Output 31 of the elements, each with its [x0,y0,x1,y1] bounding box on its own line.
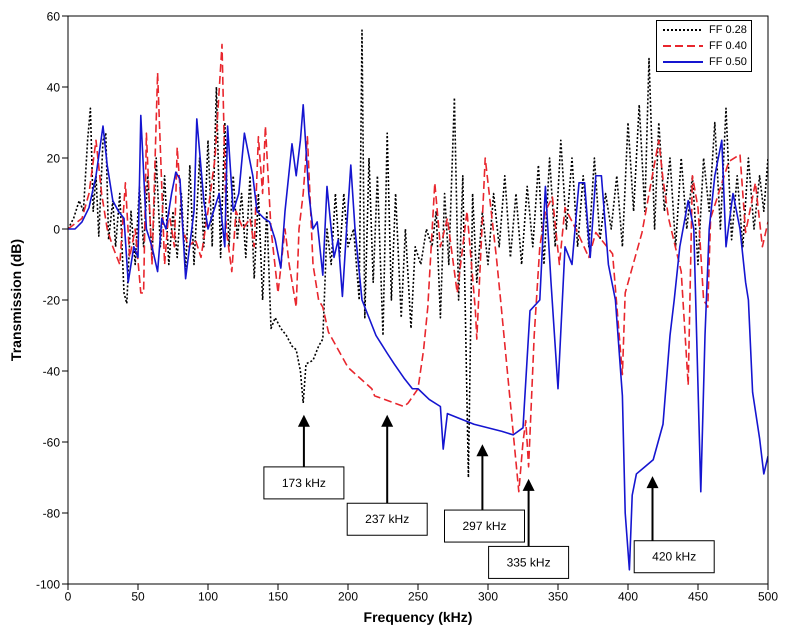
legend-label: FF 0.50 [709,56,747,68]
annotation: 297 kHz [462,519,507,534]
annotation: 173 kHz [282,476,326,490]
y-tick-label: -80 [42,506,60,520]
legend-label: FF 0.28 [709,24,747,36]
x-tick-label: 400 [618,590,638,604]
annotation: 237 kHz [365,512,410,526]
y-tick-label: -100 [36,577,60,592]
x-tick-label: 350 [548,590,568,604]
annotation: 420 kHz [652,550,696,564]
legend-label: FF 0.40 [709,40,747,52]
y-tick-label: 40 [46,80,60,94]
y-axis-title: Transmission (dB) [8,238,24,362]
x-tick-label: 450 [688,590,708,604]
y-tick-label: 0 [53,222,60,236]
y-tick-label: -20 [42,293,60,308]
x-tick-label: 250 [408,590,428,604]
x-axis-title: Frequency (kHz) [364,609,472,625]
x-tick-label: 50 [131,590,145,604]
x-tick-label: 300 [478,590,498,604]
y-tick-label: -40 [42,364,60,378]
x-tick-label: 100 [198,590,218,604]
x-tick-label: 500 [758,590,778,604]
x-tick-label: 200 [338,590,358,604]
y-tick-label: 60 [46,9,60,24]
line-series [68,104,768,571]
y-tick-label: -60 [42,435,60,450]
y-tick-label: 20 [46,151,60,166]
x-tick-label: 0 [64,590,72,604]
x-tick-label: 150 [268,590,288,604]
annotation: 335 kHz [506,555,551,570]
